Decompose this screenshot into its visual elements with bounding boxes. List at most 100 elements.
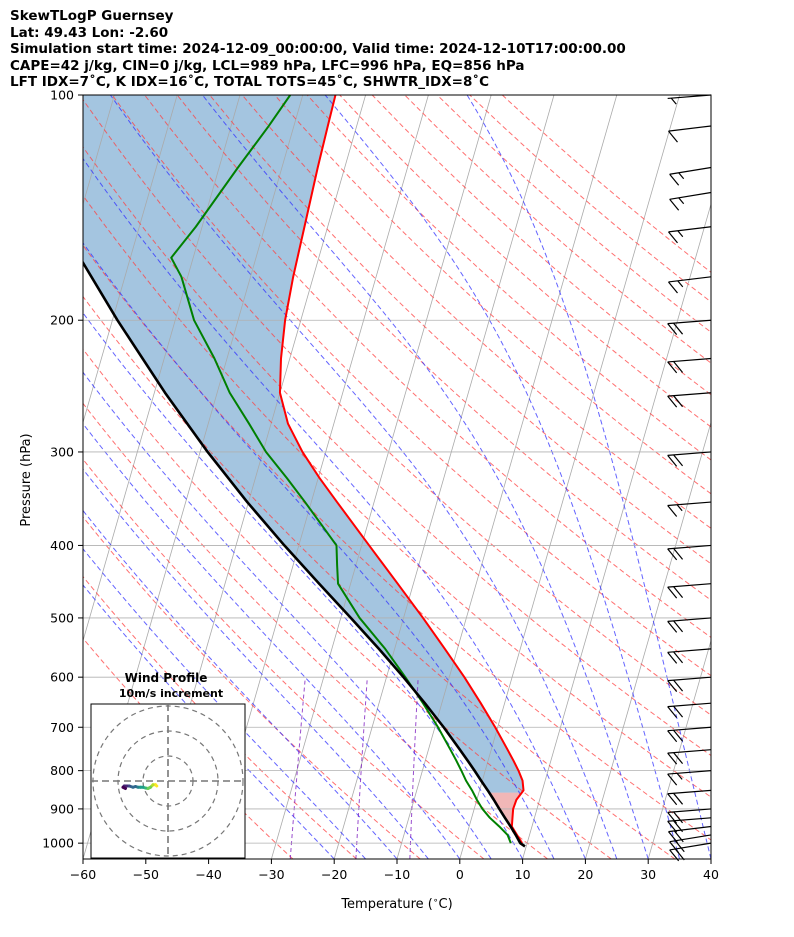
- isotherm-line: [459, 95, 680, 859]
- moist-adiabat-line: [324, 95, 681, 859]
- wind-barb: [667, 392, 712, 408]
- wind-barb: [667, 702, 712, 718]
- barb-flag: [667, 680, 678, 692]
- barb-staff: [667, 501, 712, 507]
- barb-staff: [667, 648, 712, 653]
- barb-staff: [667, 544, 712, 550]
- thermo-background-lines: [83, 95, 711, 859]
- barb-staff: [669, 842, 712, 851]
- barb-flag: [673, 830, 684, 843]
- moist-adiabat-line: [109, 95, 618, 859]
- barb-flag: [667, 793, 678, 806]
- barb-flag: [667, 548, 678, 561]
- isotherm-line: [271, 95, 492, 859]
- barb-staff: [668, 276, 712, 283]
- y-tick-label: 900: [50, 801, 74, 816]
- isotherm-line: [83, 95, 241, 643]
- barb-flag: [673, 361, 684, 373]
- barb-staff: [668, 125, 712, 132]
- barb-flag: [667, 323, 678, 336]
- sounding-profiles: [83, 95, 526, 848]
- barb-staff: [667, 392, 712, 397]
- dry-adiabat-line: [209, 95, 711, 565]
- wind-barb: [667, 789, 712, 806]
- isotherm-line: [396, 95, 618, 859]
- barb-staff: [667, 702, 712, 708]
- wind-barb: [668, 276, 712, 294]
- title-line-station: SkewTLogP Guernsey: [10, 8, 174, 24]
- wind-barb: [667, 648, 712, 664]
- barb-flag: [673, 752, 684, 765]
- wind-barb: [667, 808, 712, 824]
- moist-adiabat-line: [83, 312, 524, 859]
- isotherm-line: [647, 639, 711, 859]
- barb-flag: [667, 620, 678, 633]
- temperature-line: [278, 95, 525, 844]
- x-tick-label: 40: [703, 867, 719, 882]
- barb-staff: [667, 319, 712, 325]
- barb-flag: [673, 395, 684, 408]
- y-tick-label: 400: [50, 538, 74, 553]
- x-tick-label: −40: [195, 867, 221, 882]
- wind-barb: [667, 544, 712, 561]
- barb-staff: [667, 749, 712, 754]
- isotherm-line: [333, 95, 555, 859]
- wind-barb: [667, 94, 712, 105]
- dry-adiabat-line: [83, 516, 421, 859]
- y-tick-label: 100: [50, 88, 74, 103]
- title-line-indices: LFT IDX=7˚C, K IDX=16˚C, TOTAL TOTS=45˚C…: [10, 74, 490, 91]
- dry-adiabat-line: [241, 95, 711, 529]
- moist-adiabat-line: [83, 157, 586, 859]
- barb-half-flag: [677, 280, 684, 288]
- moist-adiabat-line: [83, 509, 398, 859]
- wind-barb: [667, 749, 712, 765]
- barb-flag: [673, 679, 684, 692]
- barb-staff: [667, 451, 712, 456]
- y-tick-label: 500: [50, 610, 74, 625]
- x-tick-label: 20: [577, 867, 593, 882]
- wind-barb: [667, 676, 712, 692]
- barb-half-flag: [676, 772, 683, 780]
- barb-flag: [669, 198, 680, 211]
- moist-adiabat-line: [83, 371, 492, 859]
- inset-title: Wind Profile: [125, 671, 208, 685]
- barb-flag: [668, 130, 678, 143]
- x-axis-label: Temperature (∘C): [340, 896, 452, 912]
- barb-flag: [669, 849, 680, 862]
- barb-flag: [667, 455, 678, 467]
- y-tick-label: 200: [50, 313, 74, 328]
- y-tick-label: 300: [50, 444, 74, 459]
- y-axis: 1000 900 800 700 600 500 400 300 200 100: [42, 88, 83, 851]
- barb-flag: [667, 586, 678, 599]
- barb-flag: [667, 505, 678, 517]
- barb-staff: [667, 94, 712, 100]
- wind-barb: [667, 501, 712, 517]
- grid-lines: [83, 95, 711, 844]
- barb-flag: [673, 651, 684, 664]
- x-axis: −60 −50 −40 −30 −20 −10 0 10 20 30 40: [70, 859, 719, 882]
- title-line-times: Simulation start time: 2024-12-09_00:00:…: [10, 41, 626, 58]
- moist-adiabat-line: [83, 584, 335, 859]
- barb-flag: [673, 322, 684, 335]
- barb-half-flag: [670, 97, 677, 105]
- title-line-location: Lat: 49.43 Lon: -2.60: [10, 24, 169, 41]
- moist-adiabat-line: [83, 548, 366, 859]
- barb-staff: [669, 191, 712, 200]
- barb-staff: [667, 726, 712, 732]
- barb-flag: [673, 729, 684, 742]
- barb-staff: [667, 583, 712, 588]
- barb-flag: [667, 752, 678, 765]
- hodograph-inset: Wind Profile 10m/s increment: [90, 671, 246, 859]
- dry-adiabat-line: [83, 146, 711, 757]
- barb-flag: [673, 820, 684, 833]
- barb-flag: [673, 792, 684, 805]
- x-tick-label: −30: [258, 867, 284, 882]
- barb-flag: [667, 361, 678, 374]
- isotherm-line: [585, 420, 711, 859]
- dry-adiabat-line: [111, 95, 711, 677]
- wind-barb: [667, 726, 712, 743]
- x-tick-label: −10: [384, 867, 410, 882]
- wind-barb: [668, 226, 712, 244]
- x-tick-label: 10: [515, 867, 531, 882]
- x-tick-label: −20: [321, 867, 347, 882]
